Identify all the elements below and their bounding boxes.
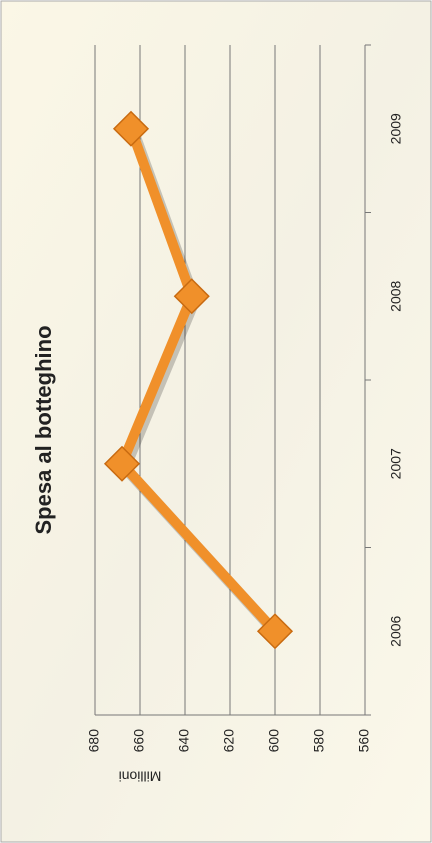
data-point — [256, 613, 294, 650]
y-axis-label: Millioni — [119, 768, 162, 784]
y-tick-label: 600 — [266, 729, 282, 753]
y-tick-label: 620 — [221, 729, 237, 753]
data-point — [173, 278, 210, 315]
x-tick-label: 2007 — [388, 448, 404, 479]
y-tick-label: 580 — [311, 729, 327, 753]
data-point — [112, 110, 150, 147]
x-tick-label: 2009 — [388, 113, 404, 144]
x-tick-label: 2008 — [388, 280, 404, 311]
plot: Spesa al botteghino Millioni 560 580 600 62… — [31, 44, 404, 784]
y-tick-label: 680 — [86, 729, 102, 753]
data-point — [103, 445, 141, 482]
y-tick-label: 640 — [176, 729, 192, 753]
data-line — [117, 127, 279, 635]
y-tick-label: 560 — [356, 729, 372, 753]
chart-title: Spesa al botteghino — [31, 325, 56, 534]
y-tick-label: 660 — [131, 729, 147, 753]
x-tick-label: 2006 — [388, 615, 404, 646]
